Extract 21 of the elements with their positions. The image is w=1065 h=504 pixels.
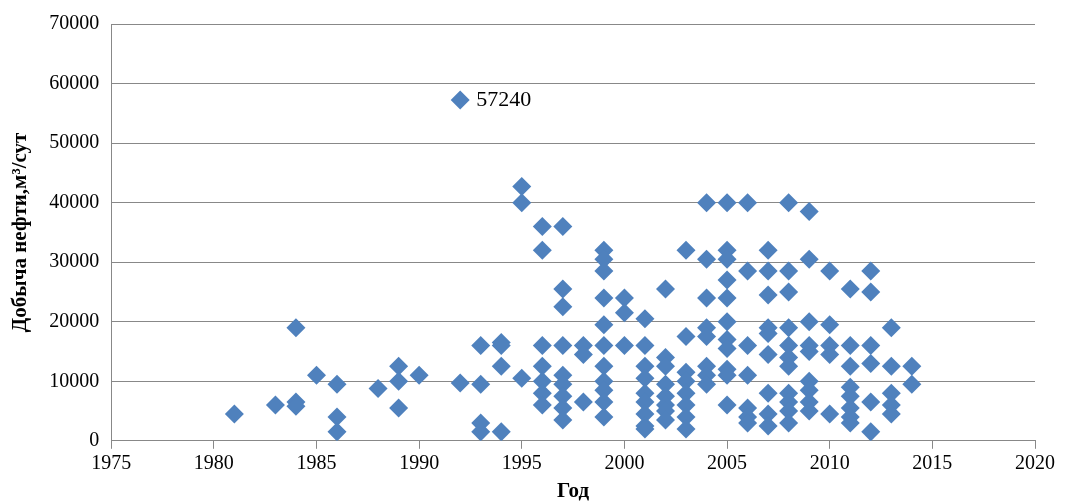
y-tick-label: 70000	[49, 11, 100, 34]
y-tick-label: 10000	[49, 368, 100, 391]
y-tick-label: 20000	[49, 308, 100, 331]
x-axis-title: Год	[557, 477, 590, 502]
x-tick-label: 2005	[707, 451, 748, 474]
y-tick-label: 40000	[49, 189, 100, 212]
x-tick-label: 1975	[91, 451, 132, 474]
y-axis-title: Добыча нефти,м³/сут	[7, 131, 32, 333]
x-tick-label: 1980	[193, 451, 234, 474]
y-tick-label: 60000	[49, 70, 100, 93]
x-tick-label: 2020	[1015, 451, 1055, 474]
data-label: 57240	[476, 85, 532, 111]
y-tick-label: 30000	[49, 249, 100, 272]
x-tick-label: 2010	[809, 451, 850, 474]
y-tick-label: 0	[89, 428, 100, 451]
x-tick-label: 2000	[604, 451, 645, 474]
x-tick-label: 1990	[399, 451, 440, 474]
x-tick-label: 1985	[296, 451, 337, 474]
x-tick-label: 2015	[912, 451, 953, 474]
x-tick-label: 1995	[501, 451, 542, 474]
y-tick-label: 50000	[49, 130, 100, 153]
